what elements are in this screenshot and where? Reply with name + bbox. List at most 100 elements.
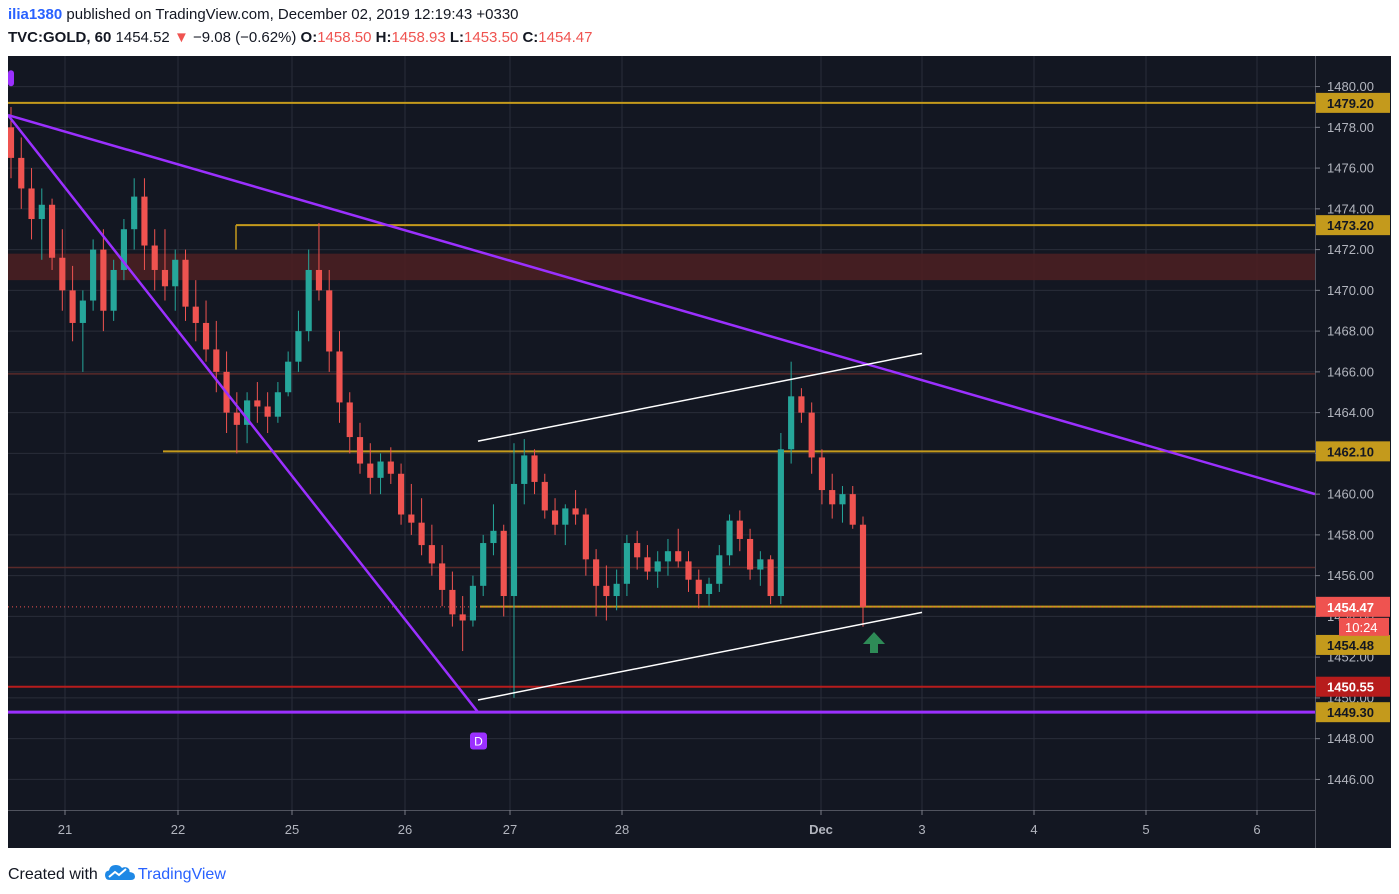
price-tick-label: 1458.00 bbox=[1327, 527, 1374, 542]
candle-body bbox=[582, 514, 589, 560]
price-label-box bbox=[1316, 702, 1390, 723]
time-tick-label: 25 bbox=[285, 822, 299, 837]
candle-body bbox=[367, 463, 374, 478]
time-tick-label: 22 bbox=[171, 822, 185, 837]
candle-body bbox=[788, 396, 795, 450]
price-chart[interactable]: 1446.001448.001450.001452.001454.001456.… bbox=[8, 56, 1391, 848]
candle-body bbox=[172, 259, 179, 287]
price-tick-label: 1478.00 bbox=[1327, 120, 1374, 135]
candle-body bbox=[213, 349, 220, 372]
candle-body bbox=[315, 269, 323, 291]
tradingview-link[interactable]: TradingView bbox=[137, 865, 226, 883]
candle-body bbox=[459, 614, 466, 621]
candle-body bbox=[613, 583, 620, 597]
supply-zone bbox=[8, 253, 1315, 281]
candle-body bbox=[131, 196, 138, 230]
candle-body bbox=[18, 157, 25, 189]
candle-body bbox=[59, 257, 66, 291]
candle-body bbox=[500, 530, 507, 597]
countdown-box bbox=[1339, 617, 1389, 636]
channel-upper-line bbox=[477, 352, 923, 442]
candle-body bbox=[326, 290, 333, 352]
candle-body bbox=[377, 461, 384, 478]
publish-info: ilia1380 published on TradingView.com, D… bbox=[8, 6, 519, 23]
footer: Created with TradingView bbox=[8, 862, 226, 887]
time-tick-label: 5 bbox=[1142, 822, 1149, 837]
descending-trendline bbox=[8, 113, 1316, 496]
candle-body bbox=[295, 331, 302, 362]
price-label-box bbox=[1316, 596, 1390, 617]
candle-body bbox=[449, 589, 456, 615]
price-label-text: 1454.48 bbox=[1327, 638, 1374, 653]
candle-body bbox=[644, 557, 651, 572]
candle-body bbox=[161, 269, 169, 287]
candle-body bbox=[8, 127, 15, 158]
candle-body bbox=[705, 583, 713, 594]
tradingview-logo-icon bbox=[104, 862, 136, 887]
candle-body bbox=[736, 520, 743, 539]
candle-body bbox=[90, 249, 97, 301]
candle-body bbox=[521, 455, 528, 484]
candle-body bbox=[593, 559, 600, 586]
candle-body bbox=[808, 412, 815, 458]
candle-body bbox=[428, 545, 435, 564]
symbol-info: TVC:GOLD, 60 1454.52 ▼ −9.08 (−0.62%) O:… bbox=[8, 29, 593, 46]
candle-body bbox=[151, 245, 158, 270]
created-with-text: Created with bbox=[8, 865, 98, 883]
price-tick-label: 1460.00 bbox=[1327, 487, 1374, 502]
candle-body bbox=[757, 559, 764, 570]
candle-body bbox=[510, 483, 518, 597]
publish-text: published on TradingView.com, December 0… bbox=[62, 6, 519, 23]
candle-body bbox=[336, 351, 343, 403]
candle-body bbox=[408, 514, 415, 523]
close-label: C: bbox=[522, 29, 539, 46]
price-tick-label: 1470.00 bbox=[1327, 283, 1374, 298]
candle-body bbox=[798, 396, 805, 413]
price-label-box bbox=[1316, 634, 1390, 655]
price-tick-label: 1474.00 bbox=[1327, 201, 1374, 216]
price-label-text: 1454.47 bbox=[1327, 600, 1374, 615]
high-value: 1458.93 bbox=[391, 29, 446, 46]
candle-body bbox=[562, 508, 569, 525]
candle-body bbox=[531, 455, 538, 482]
time-tick-label: Dec bbox=[809, 822, 833, 837]
price-tick-label: 1476.00 bbox=[1327, 161, 1374, 176]
candle-body bbox=[28, 188, 35, 220]
candle-body bbox=[141, 196, 148, 246]
price-tick-label: 1456.00 bbox=[1327, 568, 1374, 583]
candle-body bbox=[38, 204, 45, 220]
candle-body bbox=[634, 543, 641, 558]
candle-body bbox=[818, 457, 826, 491]
time-axis-background bbox=[8, 810, 1315, 848]
price-tick-label: 1446.00 bbox=[1327, 772, 1374, 787]
open-label: O: bbox=[300, 29, 318, 46]
candle-body bbox=[110, 269, 117, 311]
price-tick-label: 1472.00 bbox=[1327, 242, 1374, 257]
channel-lower-line bbox=[477, 611, 923, 701]
steep-trendline bbox=[8, 114, 479, 713]
candle-body bbox=[418, 522, 425, 546]
candle-body bbox=[675, 551, 682, 562]
time-tick-label: 6 bbox=[1253, 822, 1260, 837]
candle-body bbox=[685, 561, 692, 580]
candle-body bbox=[654, 561, 661, 572]
countdown-text: 10:24 bbox=[1345, 620, 1378, 635]
candle-body bbox=[829, 490, 836, 505]
candle-body bbox=[572, 508, 579, 515]
candle-body bbox=[244, 400, 251, 425]
candle-body bbox=[264, 406, 271, 417]
time-tick-label: 21 bbox=[58, 822, 72, 837]
candle-body bbox=[469, 585, 477, 621]
time-tick-label: 26 bbox=[398, 822, 412, 837]
price-label-box bbox=[1316, 215, 1390, 236]
candle-body bbox=[439, 563, 446, 590]
candle-body bbox=[305, 269, 312, 332]
candle-body bbox=[695, 579, 702, 594]
price-label-text: 1479.20 bbox=[1327, 96, 1374, 111]
candle-body bbox=[79, 300, 86, 323]
candle-body bbox=[541, 481, 548, 511]
up-arrow-icon bbox=[863, 632, 885, 653]
candle-body bbox=[490, 530, 497, 544]
candle-body bbox=[233, 412, 240, 425]
author-name[interactable]: ilia1380 bbox=[8, 6, 63, 23]
